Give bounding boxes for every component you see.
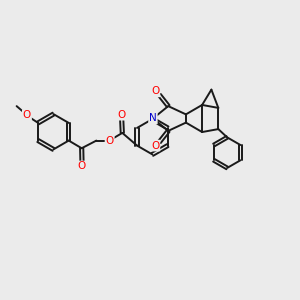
Text: O: O: [151, 141, 159, 151]
Text: O: O: [151, 86, 159, 96]
Text: O: O: [23, 110, 31, 120]
Text: O: O: [78, 161, 86, 172]
Text: N: N: [149, 113, 157, 124]
Text: O: O: [106, 136, 114, 146]
Text: O: O: [118, 110, 126, 120]
